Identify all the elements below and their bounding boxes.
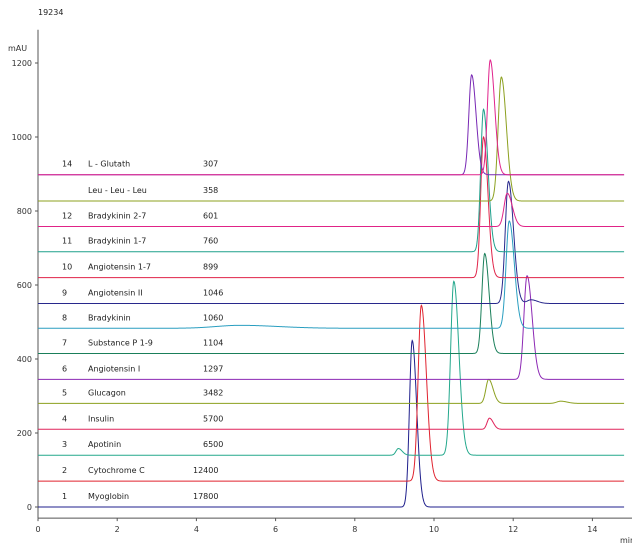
x-tick-label: 6	[273, 525, 278, 534]
series-labels: 1 Myoglobin 17800 2 Cytochrome C 12400 3 Apotin…	[62, 160, 223, 501]
y-tick-label: 200	[17, 429, 32, 438]
series-name: Angiotensin 1-7	[88, 263, 151, 272]
trace-line	[38, 135, 625, 279]
series-name: Insulin	[88, 414, 114, 423]
series-value: 5700	[203, 414, 223, 423]
series-name: Bradykinin 1-7	[88, 237, 146, 246]
series-value: 760	[203, 237, 218, 246]
y-tick-label: 600	[17, 281, 32, 290]
series-value: 899	[203, 263, 218, 272]
series-name: Angiotensin II	[88, 289, 143, 298]
y-tick-label: 1000	[12, 133, 32, 142]
series-number: 10	[62, 263, 72, 272]
y-axis-label: mAU	[8, 44, 27, 53]
series-number: 7	[62, 338, 67, 347]
traces	[38, 59, 625, 508]
series-name: Cytochrome C	[88, 466, 145, 475]
trace-line	[38, 76, 625, 202]
series-value: 307	[203, 160, 218, 169]
series-number: 4	[62, 414, 67, 423]
series-name: Substance P 1-9	[88, 338, 153, 347]
series-number: 2	[62, 466, 67, 475]
trace-line	[38, 180, 625, 304]
x-axis-label: min	[620, 536, 632, 545]
series-name: Myoglobin	[88, 492, 129, 501]
series-number: 14	[62, 160, 72, 169]
series-value: 1060	[203, 313, 223, 322]
series-name: L - Glutath	[88, 160, 130, 169]
trace-line	[38, 339, 625, 508]
trace-line	[38, 280, 625, 456]
x-tick-label: 0	[35, 525, 40, 534]
trace-line	[38, 220, 625, 329]
trace-line	[38, 378, 625, 404]
series-value: 1046	[203, 289, 223, 298]
series-number: 12	[62, 212, 72, 221]
series-value: 6500	[203, 440, 223, 449]
trace-line	[38, 108, 625, 253]
corner-label: 19234	[38, 8, 63, 17]
series-number: 6	[62, 364, 67, 373]
trace-line	[38, 417, 625, 430]
series-value: 358	[203, 186, 218, 195]
trace-line	[38, 304, 625, 482]
series-number: 5	[62, 388, 67, 397]
x-tick-label: 14	[587, 525, 597, 534]
y-tick-label: 800	[17, 207, 32, 216]
series-value: 17800	[193, 492, 218, 501]
series-name: Angiotensin I	[88, 364, 140, 373]
series-name: Apotinin	[88, 440, 121, 449]
trace-line	[38, 274, 625, 380]
series-value: 601	[203, 212, 218, 221]
y-tick-label: 0	[27, 503, 32, 512]
y-tick-label: 400	[17, 355, 32, 364]
series-number: 1	[62, 492, 67, 501]
series-name: Glucagon	[88, 388, 126, 397]
trace-line	[38, 252, 625, 354]
x-tick-label: 4	[194, 525, 199, 534]
series-number: 11	[62, 237, 72, 246]
series-name: Bradykinin	[88, 313, 131, 322]
x-tick-label: 8	[352, 525, 357, 534]
series-number: 3	[62, 440, 67, 449]
trace-line	[38, 192, 625, 228]
x-tick-label: 10	[429, 525, 439, 534]
series-name: Bradykinin 2-7	[88, 212, 146, 221]
x-tick-label: 2	[115, 525, 120, 534]
series-value: 1104	[203, 338, 223, 347]
series-name: Leu - Leu - Leu	[88, 186, 147, 195]
series-number: 8	[62, 313, 67, 322]
y-tick-label: 1200	[12, 59, 32, 68]
series-value: 1297	[203, 364, 223, 373]
trace-line	[38, 59, 625, 176]
series-number: 9	[62, 289, 67, 298]
series-value: 3482	[203, 388, 223, 397]
series-value: 12400	[193, 466, 218, 475]
x-tick-label: 12	[508, 525, 518, 534]
